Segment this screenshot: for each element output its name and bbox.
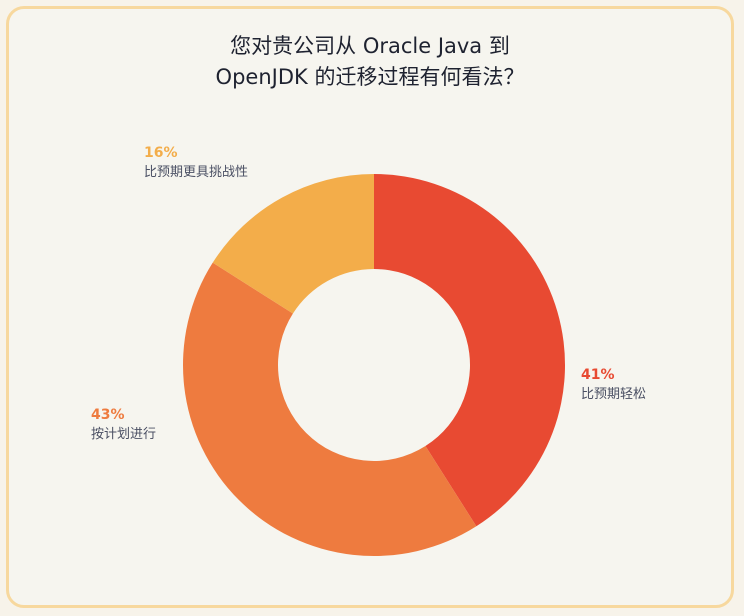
slice-percent-on-plan: 43%: [91, 407, 125, 423]
chart-title-line-2: OpenJDK 的迁移过程有何看法？: [215, 65, 525, 89]
chart-card: 您对贵公司从 Oracle Java 到 OpenJDK 的迁移过程有何看法？ …: [6, 6, 734, 608]
donut-slice-easier: [374, 174, 566, 527]
slice-label-easier: 41% 比预期轻松: [581, 365, 646, 405]
donut-slice-harder: [212, 174, 374, 314]
slice-percent-harder: 16%: [144, 145, 178, 161]
donut-chart: [182, 174, 566, 557]
slice-label-harder: 16% 比预期更具挑战性: [144, 143, 248, 183]
slice-label-on-plan: 43% 按计划进行: [91, 405, 156, 445]
slice-label-text-easier: 比预期轻松: [581, 387, 647, 402]
chart-title: 您对贵公司从 Oracle Java 到 OpenJDK 的迁移过程有何看法？: [9, 31, 731, 93]
slice-label-text-harder: 比预期更具挑战性: [144, 165, 249, 180]
donut-slice-on-plan: [182, 262, 477, 557]
chart-title-line-1: 您对贵公司从 Oracle Java 到: [230, 34, 510, 58]
slice-label-text-on-plan: 按计划进行: [91, 427, 157, 442]
slice-percent-easier: 41%: [581, 367, 615, 383]
